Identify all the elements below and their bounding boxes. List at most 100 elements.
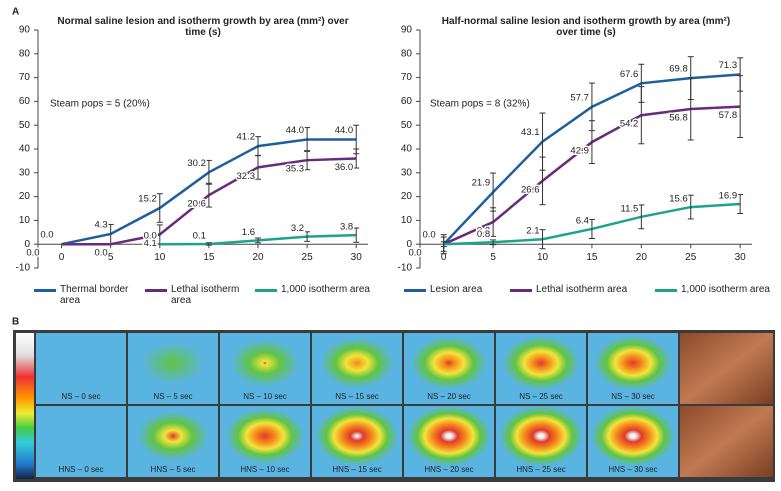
data-label: 54.2 [620,119,639,130]
error-bar [687,194,694,220]
y-tick-label: 50 [401,120,413,131]
legend-swatch [655,289,677,292]
thermal-blob [591,406,675,466]
thermal-blob [499,406,583,466]
y-tick-label: 70 [401,72,413,83]
data-label: 56.8 [669,113,688,124]
y-tick-label: 30 [401,167,413,178]
data-label: 41.2 [237,132,256,143]
y-tick-label: 0 [406,239,412,250]
error-bar [638,86,645,145]
error-bar [255,154,261,180]
data-label: 2.1 [526,226,539,237]
x-tick-label: 20 [252,252,264,263]
x-tick-label: 5 [490,252,496,263]
data-label: 15.2 [138,194,157,205]
y-tick-label: 30 [19,167,31,178]
annotation: Steam pops = 8 (32%) [430,98,530,109]
error-bar [353,227,360,243]
data-label: 43.1 [521,127,540,138]
y-tick-label: 50 [19,120,31,131]
tile-label: HNS – 25 sec [516,465,565,474]
error-bar [737,193,744,214]
thermal-tile [36,406,126,477]
legend-label: 1,000 isotherm area [281,284,370,295]
thermal-tile [36,333,126,404]
data-label: 1.6 [242,227,255,238]
thermal-blob [594,335,672,391]
legend-item: 1,000 isotherm area [255,284,375,295]
error-bar [588,218,595,239]
data-label: 21.9 [472,178,491,189]
error-bar [255,237,261,244]
annotation: Steam pops = 5 (20%) [50,98,150,109]
data-label: 36.0 [335,162,354,173]
thermal-blob [230,339,300,387]
error-bar [156,193,163,223]
data-label: 16.9 [719,190,738,201]
data-label: 30.2 [187,158,206,169]
data-label: 71.3 [719,60,738,71]
x-tick-label: 10 [154,252,166,263]
legend-swatch [255,289,277,292]
data-label: 4.3 [94,219,107,230]
colorbar [16,333,34,479]
thermal-blob [137,411,209,461]
tile-label: HNS – 30 sec [608,465,657,474]
data-label: 0.0 [422,230,435,241]
y-tick-label: 0 [24,239,30,250]
legend-label: Lethal isotherm area [536,284,628,295]
error-bar [440,241,447,248]
thermal-blob [141,342,205,384]
data-label: 0.0 [40,230,53,241]
data-label: 9.3 [477,226,490,237]
tile-label: NS – 15 sec [335,392,379,401]
legend-item: Lethal isotherm area [145,284,253,306]
data-label: 35.3 [286,164,305,175]
thermal-blob [225,408,305,464]
error-bar [490,172,497,212]
x-tick-label: 15 [586,252,598,263]
legend-item: Lesion area [404,284,504,295]
legend-item: Lethal isotherm area [510,284,650,295]
data-label: 57.7 [570,92,589,103]
data-label: 42.9 [570,146,589,157]
y-tick-label: -10 [398,263,413,274]
data-label: 32.3 [237,171,256,182]
tile-label: NS – 0 sec [61,392,100,401]
legend-swatch [34,289,56,292]
y-tick-label: -10 [16,263,31,274]
data-label: 0.0 [144,231,157,242]
error-bar [638,204,645,230]
error-bar [205,182,212,208]
y-tick-label: 70 [19,72,31,83]
tile-label: NS – 30 sec [611,392,655,401]
y-tick-label: 90 [19,25,31,36]
y-tick-label: 20 [19,191,31,202]
error-bar [205,242,212,246]
thermal-blob [320,337,394,389]
error-bar [539,229,546,250]
tissue-photo [680,333,773,404]
data-label: 67.6 [620,69,639,80]
thermal-blob [407,406,491,466]
chart-title: Half-normal saline lesion and isotherm g… [441,16,731,38]
y-tick-label: 90 [401,25,413,36]
data-label: 20.6 [187,199,206,210]
tile-label: NS – 20 sec [427,392,471,401]
error-bar [490,239,497,246]
data-label: 11.5 [621,203,639,214]
x-tick-label: 20 [636,252,648,263]
tile-label: NS – 5 sec [153,392,192,401]
y-tick-label: 20 [401,191,413,202]
chart-title: Normal saline lesion and isotherm growth… [57,16,349,38]
data-label: 4.1 [144,238,157,249]
legend-label: Lesion area [430,284,483,295]
data-label: 3.2 [291,223,304,234]
tile-label: HNS – 20 sec [424,465,473,474]
x-tick-label: 15 [203,252,215,263]
legend-item: Thermal border area [34,284,142,306]
legend-swatch [510,289,532,292]
data-label: 44.0 [286,125,305,136]
